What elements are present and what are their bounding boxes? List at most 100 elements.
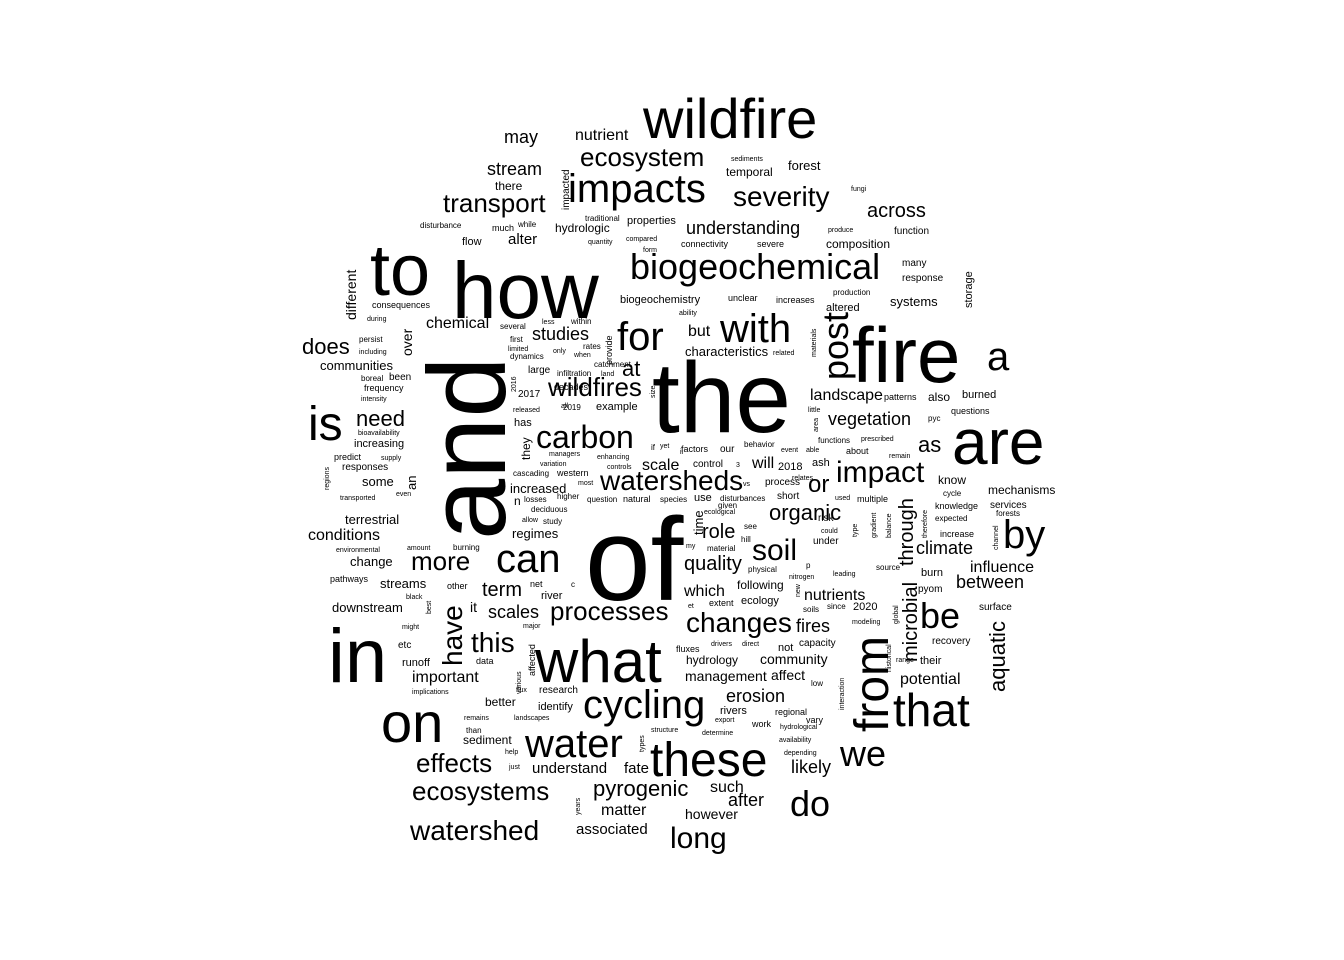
word-quantity: quantity [588, 239, 613, 246]
word-much: much [492, 223, 514, 233]
word-river: river [541, 590, 563, 602]
word-and: and [406, 356, 529, 540]
word-chemical: chemical [426, 315, 489, 332]
word-used: used [835, 495, 850, 502]
word-catchment: catchment [594, 360, 632, 369]
word-limited: limited [508, 346, 528, 353]
word-potential: potential [900, 671, 961, 688]
word-cascading: cascading [513, 469, 549, 478]
word-export: export [715, 717, 735, 724]
word-traditional: traditional [585, 214, 620, 223]
word-large: large [528, 365, 551, 376]
word-enhancing: enhancing [597, 454, 629, 461]
word-impacts: impacts [568, 167, 706, 211]
word-gradient: gradient [871, 513, 878, 538]
word-is: is [308, 398, 343, 451]
word-burn: burn [921, 567, 943, 579]
word-erosion: erosion [726, 686, 785, 706]
word-regions: regions [324, 467, 331, 490]
word-low: low [811, 679, 823, 688]
word-sediments: sediments [731, 156, 763, 163]
word-severe: severe [757, 239, 784, 249]
word-also: also [928, 390, 950, 404]
word-stream: stream [487, 159, 542, 179]
word-wildfire: wildfire [642, 87, 817, 150]
word-our: our [720, 444, 735, 455]
word-flow: flow [462, 236, 482, 248]
word-than: than [466, 726, 482, 735]
word-are: are [952, 406, 1045, 478]
word-increased: increased [510, 481, 566, 496]
word-understand: understand [532, 760, 607, 777]
word-c: c [571, 580, 575, 589]
word-pathways: pathways [330, 574, 369, 584]
word-there: there [495, 179, 523, 193]
word-storage: storage [963, 271, 975, 308]
word-be: be [920, 595, 960, 636]
word-knowledge: knowledge [935, 501, 978, 511]
word-terrestrial: terrestrial [345, 512, 399, 527]
word-2020: 2020 [853, 601, 877, 613]
word-produce: produce [828, 227, 853, 234]
word-what: what [534, 628, 662, 695]
word-balance: balance [886, 513, 893, 538]
word-my: my [686, 543, 696, 550]
word-as: as [918, 432, 941, 457]
word-ability: ability [679, 310, 697, 317]
word-which: which [683, 583, 725, 600]
word-severity: severity [733, 181, 829, 212]
word-response: response [902, 273, 944, 284]
word-while: while [517, 220, 537, 229]
word-an: an [404, 476, 419, 490]
word-black: black [406, 594, 423, 601]
word-if: if [651, 443, 656, 452]
word-post: post [815, 312, 856, 380]
word-size: size [650, 385, 657, 398]
word-microbial: microbial [900, 582, 922, 662]
word-type: type [852, 524, 859, 537]
word-biogeochemical: biogeochemical [630, 246, 880, 287]
word-cycle: cycle [943, 489, 962, 498]
word-functions: functions [818, 436, 850, 445]
word-patterns: patterns [884, 392, 917, 402]
word-or: or [808, 471, 829, 498]
word-when: when [573, 352, 591, 359]
word-across: across [867, 200, 926, 222]
word-important: important [412, 669, 479, 686]
word-soil: soil [752, 534, 797, 567]
word-after: after [728, 790, 764, 810]
word-able: able [806, 447, 819, 454]
word-questions: questions [951, 406, 990, 416]
word-water: water [524, 722, 623, 766]
word-increasing: increasing [354, 438, 404, 450]
word-since: since [827, 602, 846, 611]
word-might: might [402, 624, 419, 631]
word-from: from [846, 636, 899, 732]
word-multiple: multiple [857, 494, 888, 504]
word-increases: increases [776, 295, 815, 305]
word-alter: alter [508, 231, 537, 248]
word-etc: etc [398, 640, 411, 651]
word-community: community [760, 651, 828, 667]
word-but: but [688, 323, 711, 340]
word-by: by [1003, 513, 1045, 557]
word-work: work [751, 719, 772, 729]
word-impacted: impacted [561, 169, 572, 210]
word-factors: factors [681, 444, 709, 454]
word-deciduous: deciduous [531, 505, 567, 514]
word-historical: historical [886, 644, 893, 672]
word-area: area [813, 418, 820, 432]
word-surface: surface [979, 602, 1012, 613]
word-amount: amount [407, 545, 430, 552]
word-ecological: ecological [704, 509, 736, 516]
word-recovery: recovery [932, 636, 970, 647]
word-2018: 2018 [778, 461, 802, 473]
word-about: about [846, 446, 869, 456]
word-on: on [381, 691, 443, 754]
word-channel: channel [993, 525, 1000, 550]
word-drivers: drivers [711, 641, 733, 648]
word-a: a [987, 335, 1010, 379]
word-following: following [737, 578, 784, 592]
word-including: including [359, 349, 387, 356]
